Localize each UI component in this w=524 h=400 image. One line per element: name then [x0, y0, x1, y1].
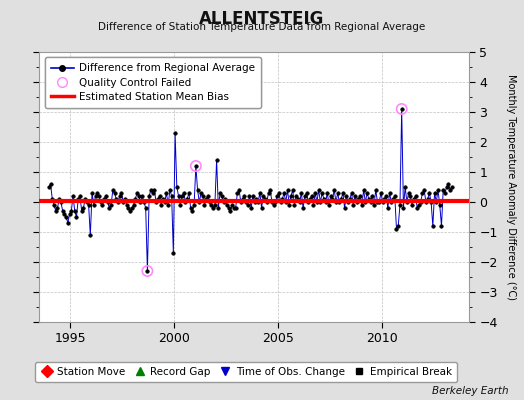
Text: ALLENTSTEIG: ALLENTSTEIG [199, 10, 325, 28]
Legend: Difference from Regional Average, Quality Control Failed, Estimated Station Mean: Difference from Regional Average, Qualit… [45, 57, 261, 108]
Text: Difference of Station Temperature Data from Regional Average: Difference of Station Temperature Data f… [99, 22, 425, 32]
Y-axis label: Monthly Temperature Anomaly Difference (°C): Monthly Temperature Anomaly Difference (… [506, 74, 516, 300]
Point [192, 163, 200, 169]
Legend: Station Move, Record Gap, Time of Obs. Change, Empirical Break: Station Move, Record Gap, Time of Obs. C… [35, 362, 457, 382]
Point [398, 106, 406, 112]
Point [143, 268, 151, 274]
Text: Berkeley Earth: Berkeley Earth [432, 386, 508, 396]
